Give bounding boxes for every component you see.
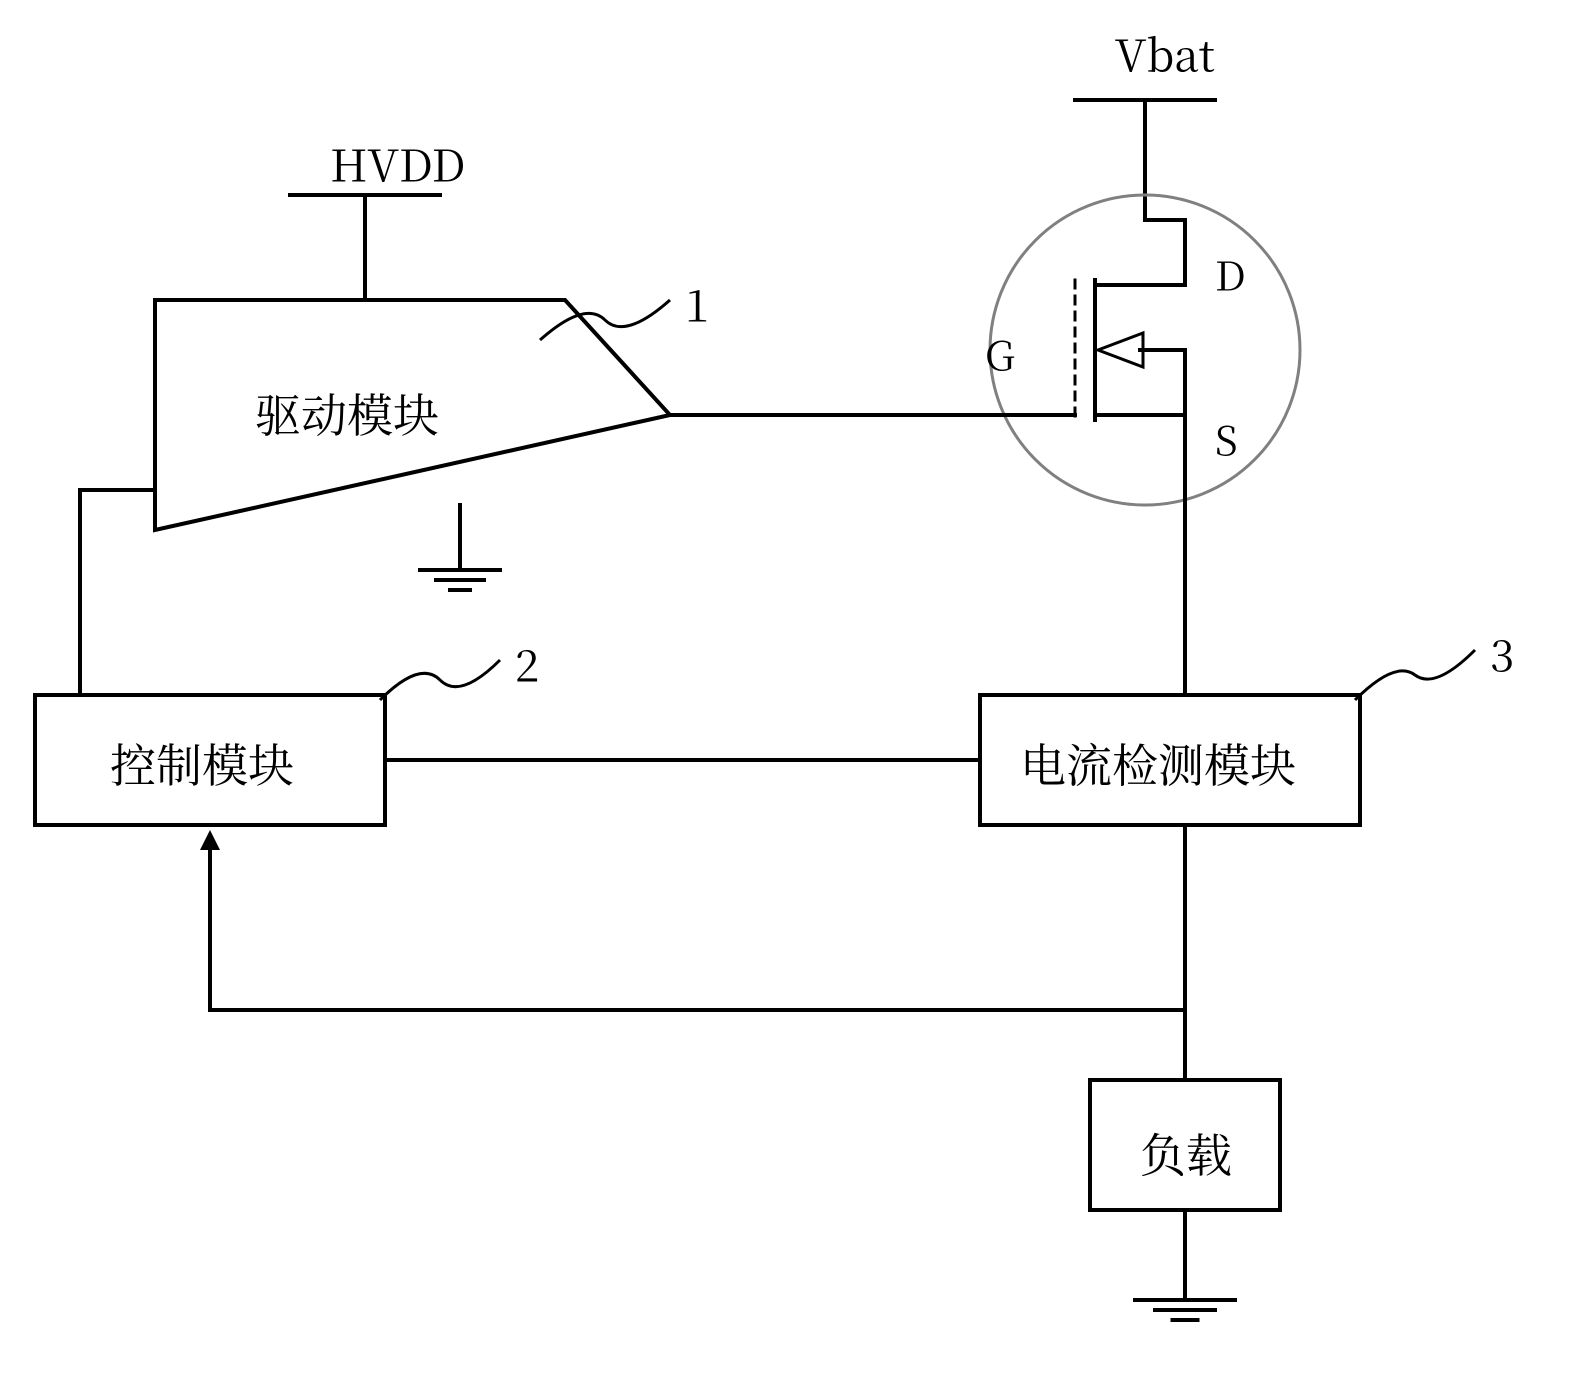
mosfet-body-arrow (1098, 333, 1143, 367)
mosfet-source-label: S (1215, 410, 1238, 467)
current-detect-label: 电流检测模块 (1020, 730, 1296, 796)
reference-lead (380, 660, 500, 700)
drive-module-label: 驱动模块 (255, 380, 439, 446)
load-label: 负载 (1140, 1120, 1232, 1186)
mosfet-gate-label: G (985, 325, 1015, 382)
reference-lead (1355, 650, 1475, 700)
control-module-label: 控制模块 (110, 730, 294, 796)
mosfet-drain-label: D (1215, 245, 1246, 302)
reference-lead (540, 300, 670, 340)
arrow-up (200, 830, 220, 850)
vbat-label: Vbat (1115, 20, 1215, 84)
ref-3: 3 (1490, 620, 1514, 684)
hvdd-label: HVDD (330, 130, 465, 194)
ref-2: 2 (515, 630, 539, 694)
ref-1: 1 (685, 270, 709, 334)
